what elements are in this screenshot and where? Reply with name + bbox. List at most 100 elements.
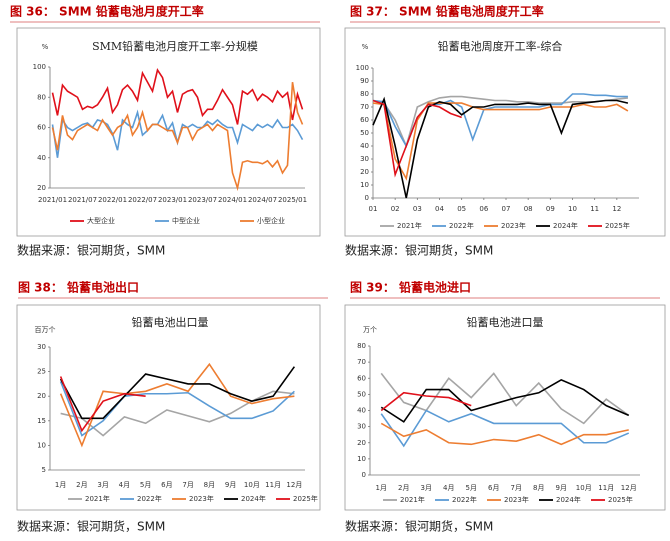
chart-title: 铅蓄电池出口量 <box>132 315 209 329</box>
figure-caption: 图 36： SMM 铅蓄电池月度开工率 <box>10 4 204 19</box>
x-tick-label: 9月 <box>556 484 567 492</box>
x-tick-label: 12 <box>612 205 621 213</box>
series-line <box>51 81 304 192</box>
source-note: 数据来源：银河期货，SMM <box>345 243 493 258</box>
y-tick-label: 60 <box>360 116 369 124</box>
x-tick-label: 10 <box>568 205 577 213</box>
x-tick-label: 6月 <box>488 484 499 492</box>
chart-title: 铅蓄电池周度开工率-综合 <box>438 39 563 53</box>
x-tick-label: 04 <box>435 205 444 213</box>
legend-label: 2023年 <box>189 494 214 503</box>
y-tick-label: 30 <box>357 423 366 431</box>
legend-label: 小型企业 <box>257 216 285 225</box>
x-tick-label: 1月 <box>376 484 387 492</box>
x-tick-label: 09 <box>546 205 555 213</box>
chart-frame <box>16 27 321 237</box>
x-tick-label: 2022/01 <box>98 196 127 204</box>
x-tick-label: 4月 <box>443 484 454 492</box>
y-tick-label: 70 <box>360 103 369 111</box>
x-tick-label: 2月 <box>76 481 87 489</box>
chart-frame <box>344 27 666 237</box>
y-tick-label: 25 <box>37 368 46 376</box>
y-tick-label: 100 <box>356 64 369 72</box>
x-tick-label: 4月 <box>119 481 130 489</box>
x-tick-label: 2024/01 <box>218 196 247 204</box>
figure-caption: 图 37： SMM 铅蓄电池周度开工率 <box>350 4 544 19</box>
y-tick-label: 0 <box>362 471 366 479</box>
x-tick-label: 03 <box>413 205 422 213</box>
legend-label: 2024年 <box>556 495 581 504</box>
x-tick-label: 02 <box>391 205 400 213</box>
series-line <box>380 422 629 446</box>
unit-label: 百万个 <box>35 326 56 334</box>
series-line <box>380 409 630 448</box>
x-tick-label: 11月 <box>265 481 281 489</box>
y-tick-label: 20 <box>360 168 369 176</box>
x-tick-label: 1月 <box>55 481 66 489</box>
legend-label: 2023年 <box>501 221 526 230</box>
x-tick-label: 05 <box>457 205 466 213</box>
y-tick-label: 60 <box>37 124 46 132</box>
x-tick-label: 6月 <box>161 481 172 489</box>
x-tick-label: 11月 <box>598 484 614 492</box>
series-line <box>372 96 629 199</box>
series-line <box>51 68 304 125</box>
x-tick-label: 8月 <box>533 484 544 492</box>
x-tick-label: 2025/01 <box>278 196 307 204</box>
source-note: 数据来源：银河期货，SMM <box>345 519 493 534</box>
series-line <box>59 362 295 448</box>
y-tick-label: 80 <box>37 93 46 101</box>
x-tick-label: 2023/01 <box>158 196 187 204</box>
unit-label: 万个 <box>363 326 377 334</box>
x-tick-label: 5月 <box>466 484 477 492</box>
y-tick-label: 40 <box>360 142 369 150</box>
x-tick-label: 2月 <box>398 484 409 492</box>
x-tick-label: 10月 <box>244 481 260 489</box>
x-tick-label: 5月 <box>140 481 151 489</box>
series-line <box>59 376 146 433</box>
x-tick-label: 8月 <box>204 481 215 489</box>
y-tick-label: 80 <box>357 342 366 350</box>
chart-frame <box>16 304 321 511</box>
x-tick-label: 2023/07 <box>188 196 217 204</box>
x-tick-label: 2022/07 <box>128 196 157 204</box>
x-tick-label: 3月 <box>421 484 432 492</box>
x-tick-label: 08 <box>524 205 533 213</box>
y-tick-label: 30 <box>360 155 369 163</box>
y-tick-label: 10 <box>360 181 369 189</box>
y-tick-label: 10 <box>37 441 46 449</box>
y-tick-label: 20 <box>37 392 46 400</box>
figure-caption: 图 38： 铅蓄电池出口 <box>18 280 139 295</box>
y-tick-label: 20 <box>357 439 366 447</box>
legend-label: 2021年 <box>400 495 425 504</box>
y-tick-label: 50 <box>360 129 369 137</box>
y-tick-label: 50 <box>357 390 366 398</box>
legend-label: 2021年 <box>397 221 422 230</box>
y-tick-label: 5 <box>42 466 46 474</box>
legend-label: 2022年 <box>452 495 477 504</box>
unit-label: % <box>42 43 49 51</box>
x-tick-label: 9月 <box>225 481 236 489</box>
x-tick-label: 7月 <box>511 484 522 492</box>
legend-label: 2025年 <box>605 221 630 230</box>
y-tick-label: 10 <box>357 455 366 463</box>
legend-label: 2025年 <box>293 494 318 503</box>
legend-label: 2024年 <box>553 221 578 230</box>
x-tick-label: 11 <box>590 205 599 213</box>
y-tick-label: 80 <box>360 90 369 98</box>
legend-label: 中型企业 <box>172 216 200 225</box>
legend-label: 2023年 <box>504 495 529 504</box>
legend-label: 2024年 <box>241 494 266 503</box>
y-tick-label: 40 <box>37 154 46 162</box>
figure-caption: 图 39： 铅蓄电池进口 <box>350 280 471 295</box>
legend-label: 2021年 <box>85 494 110 503</box>
x-tick-label: 2021/07 <box>68 196 97 204</box>
chart-title: 铅蓄电池进口量 <box>467 315 544 329</box>
chart-frame <box>344 304 666 511</box>
y-tick-label: 100 <box>33 63 46 71</box>
legend-label: 2025年 <box>608 495 633 504</box>
source-note: 数据来源：银河期货，SMM <box>17 243 165 258</box>
x-tick-label: 12月 <box>621 484 637 492</box>
legend-label: 2022年 <box>137 494 162 503</box>
